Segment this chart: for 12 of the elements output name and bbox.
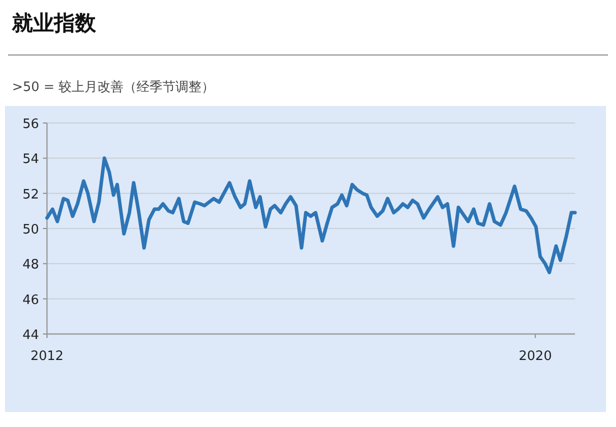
y-tick-label: 50 (22, 222, 39, 238)
y-tick-label: 44 (22, 328, 39, 343)
y-tick-label: 46 (22, 292, 39, 308)
x-tick-label: 2020 (518, 349, 552, 364)
chart-subtitle: >50 = 较上月改善（经季节调整） (12, 79, 215, 95)
y-tick-label: 56 (22, 117, 39, 132)
y-tick-label: 52 (22, 187, 39, 202)
y-tick-label: 54 (22, 152, 39, 168)
x-tick-label: 2012 (30, 349, 64, 364)
chart-title: 就业指数 (11, 11, 97, 35)
y-tick-label: 48 (22, 258, 39, 273)
line-series (45, 156, 577, 274)
